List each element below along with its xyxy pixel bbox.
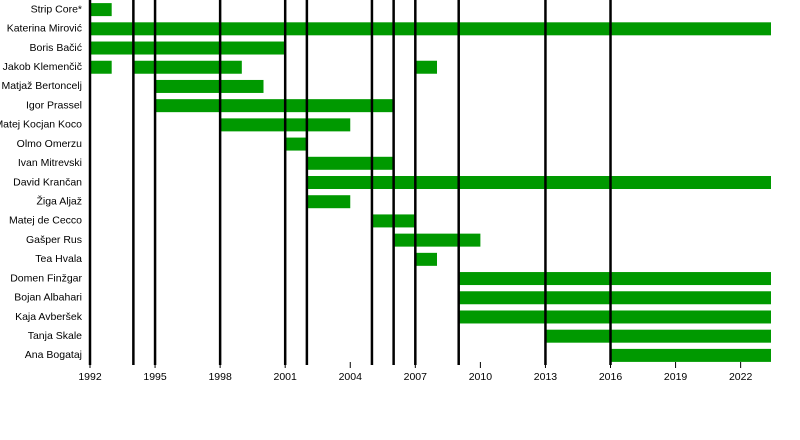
period-bar [306, 176, 771, 189]
x-tick-label: 2010 [469, 371, 493, 383]
row-label: Žiga Aljaž [36, 194, 82, 207]
period-bar [415, 60, 438, 74]
x-tick-label: 2016 [599, 371, 623, 383]
x-tick-label: 2007 [404, 371, 428, 383]
period-bar [458, 310, 771, 324]
period-bar [415, 252, 438, 266]
row-label: Ivan Mitrevski [18, 157, 82, 169]
period-bar [306, 195, 351, 209]
period-bar [458, 291, 771, 305]
row-label: Kaja Avberšek [15, 311, 83, 323]
row-label: David Krančan [13, 176, 82, 188]
period-bar [458, 272, 771, 286]
x-tick-label: 2019 [664, 371, 688, 383]
x-tick-label: 2022 [729, 371, 753, 383]
x-tick-label: 2013 [534, 371, 558, 383]
x-tick-label: 2004 [339, 371, 363, 383]
row-label: Jakob Klemenčič [3, 61, 82, 73]
row-label: Katerina Mirović [7, 23, 82, 35]
period-bar [610, 348, 771, 362]
row-label: Tea Hvala [35, 253, 82, 265]
row-label: Gašper Rus [26, 234, 82, 246]
row-label: Matej Kocjan Koco [0, 119, 82, 131]
row-label: Tanja Skale [28, 330, 82, 342]
period-bar [90, 60, 112, 74]
row-label: Matjaž Bertoncelj [1, 80, 82, 92]
period-bar [90, 41, 286, 55]
row-label: Matej de Cecco [9, 215, 82, 227]
row-label: Domen Finžgar [10, 272, 82, 284]
period-bar [90, 3, 112, 17]
row-label: Strip Core* [31, 3, 82, 15]
period-bar [155, 79, 264, 93]
x-tick-label: 1995 [143, 371, 167, 383]
period-bar [545, 329, 771, 343]
period-bar [285, 137, 307, 151]
row-label: Olmo Omerzu [17, 138, 83, 150]
x-tick-label: 2001 [274, 371, 298, 383]
row-label: Ana Bogataj [25, 349, 82, 361]
x-tick-label: 1992 [78, 371, 102, 383]
period-bar [133, 60, 242, 74]
period-bar [306, 156, 394, 170]
period-bar [393, 233, 481, 247]
row-label: Igor Prassel [26, 99, 82, 111]
x-tick-label: 1998 [208, 371, 232, 383]
row-label: Bojan Albahari [14, 292, 82, 304]
period-bar [90, 22, 771, 36]
row-label: Boris Bačić [29, 42, 82, 54]
period-bar [155, 99, 394, 113]
